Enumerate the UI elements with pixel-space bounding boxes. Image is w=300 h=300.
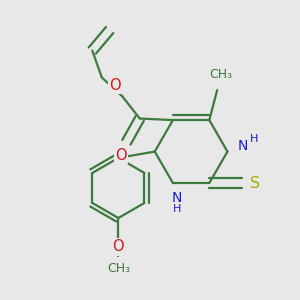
Text: N: N xyxy=(172,191,182,205)
Text: CH₃: CH₃ xyxy=(209,68,232,81)
Text: CH₃: CH₃ xyxy=(107,262,130,275)
Text: S: S xyxy=(250,176,260,190)
Text: O: O xyxy=(110,78,121,93)
Text: O: O xyxy=(115,148,127,163)
Text: N: N xyxy=(238,139,248,153)
Text: H: H xyxy=(172,204,181,214)
Text: H: H xyxy=(250,134,259,144)
Text: O: O xyxy=(112,239,124,254)
